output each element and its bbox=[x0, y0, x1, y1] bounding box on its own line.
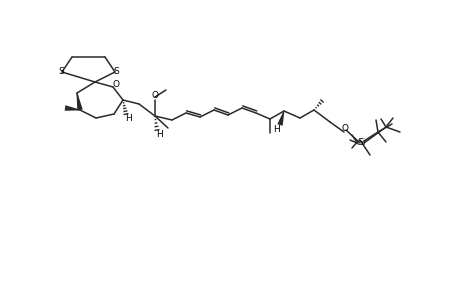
Text: S: S bbox=[113, 67, 118, 76]
Text: H: H bbox=[156, 130, 163, 139]
Text: S: S bbox=[58, 67, 64, 76]
Text: Si: Si bbox=[357, 137, 365, 146]
Text: H: H bbox=[125, 113, 132, 122]
Polygon shape bbox=[64, 105, 80, 111]
Text: H: H bbox=[273, 124, 280, 134]
Text: O: O bbox=[341, 124, 348, 133]
Polygon shape bbox=[77, 93, 83, 110]
Text: O: O bbox=[151, 91, 158, 100]
Polygon shape bbox=[277, 111, 284, 126]
Text: O: O bbox=[112, 80, 119, 88]
